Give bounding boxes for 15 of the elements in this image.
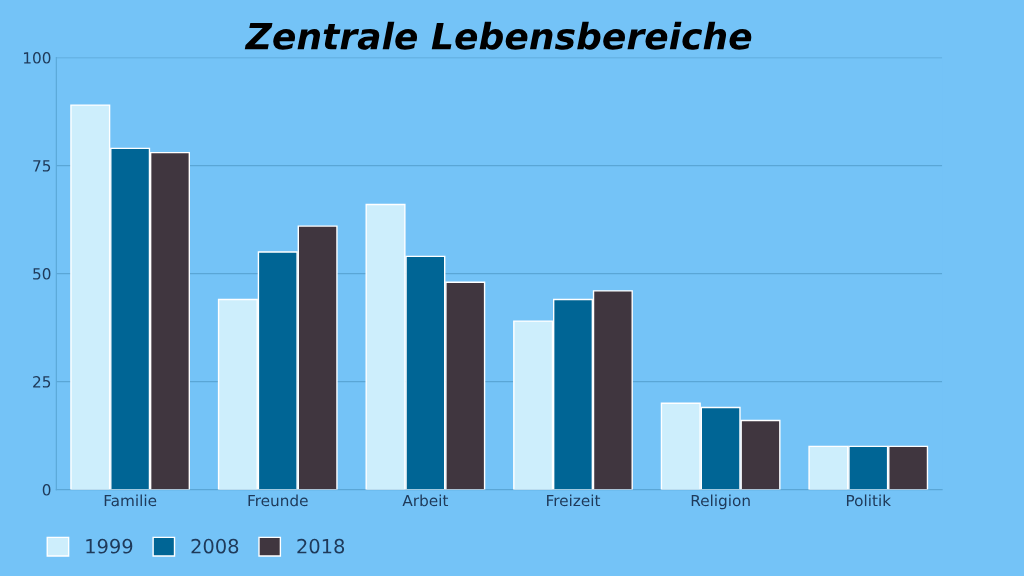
chart-title: Zentrale Lebensbereiche — [244, 21, 752, 50]
y-tick-label: 75 — [33, 160, 51, 172]
x-tick-label: Freizeit — [547, 494, 601, 507]
x-tick-label: Arbeit — [402, 494, 449, 507]
y-tick-label: 25 — [33, 376, 51, 388]
y-tick-label: 100 — [23, 52, 51, 64]
legend-label: 1999 — [86, 538, 133, 554]
x-tick-label: Freunde — [248, 494, 308, 507]
legend-label: 2018 — [297, 538, 345, 554]
x-tick-label: Politik — [846, 494, 892, 507]
y-tick-label: 0 — [42, 484, 51, 496]
x-tick-label: Familie — [104, 494, 157, 507]
y-tick-label: 50 — [33, 268, 51, 280]
legend-label: 2008 — [191, 538, 239, 554]
x-tick-label: Religion — [691, 494, 750, 510]
